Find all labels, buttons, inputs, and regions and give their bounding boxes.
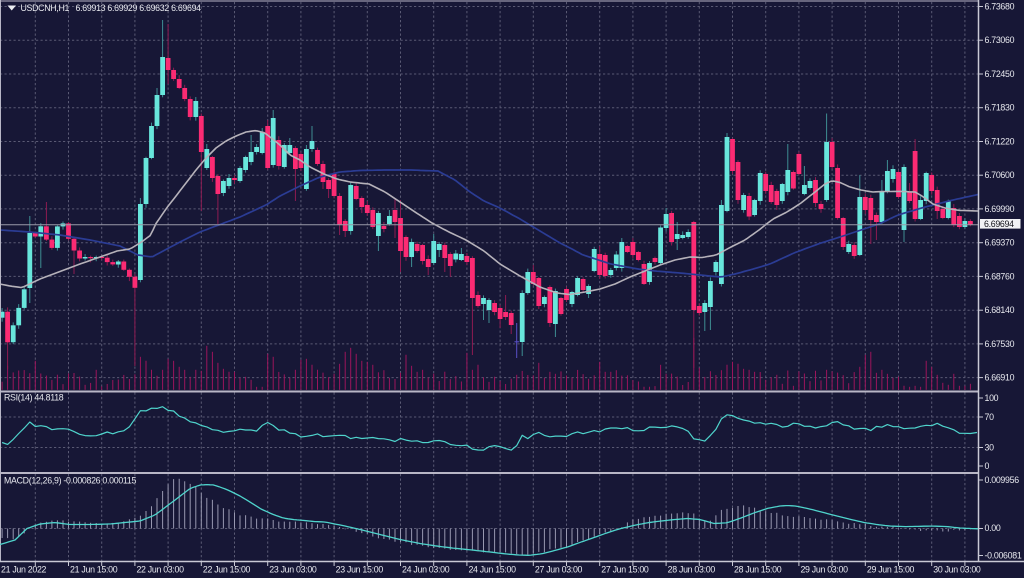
svg-text:100: 100 [985,393,999,403]
svg-text:6.73680: 6.73680 [985,2,1015,12]
svg-text:6.69990: 6.69990 [985,204,1015,214]
svg-text:30: 30 [985,443,995,453]
svg-text:28 Jun 15:00: 28 Jun 15:00 [734,565,782,575]
svg-text:6.69370: 6.69370 [985,238,1015,248]
svg-text:6.66910: 6.66910 [985,373,1015,383]
svg-text:24 Jun 15:00: 24 Jun 15:00 [468,565,516,575]
svg-text:6.69694: 6.69694 [984,219,1014,229]
svg-text:6.68140: 6.68140 [985,305,1015,315]
svg-text:28 Jun 03:00: 28 Jun 03:00 [668,565,716,575]
svg-text:22 Jun 15:00: 22 Jun 15:00 [203,565,251,575]
svg-text:29 Jun 15:00: 29 Jun 15:00 [867,565,915,575]
svg-text:27 Jun 15:00: 27 Jun 15:00 [601,565,649,575]
svg-text:6.73060: 6.73060 [985,35,1015,45]
svg-text:23 Jun 15:00: 23 Jun 15:00 [336,565,384,575]
svg-text:0: 0 [985,461,990,471]
svg-text:6.71220: 6.71220 [985,137,1015,147]
svg-text:6.67530: 6.67530 [985,339,1015,349]
svg-text:23 Jun 03:00: 23 Jun 03:00 [269,565,317,575]
svg-text:6.68760: 6.68760 [985,271,1015,281]
svg-text:-0.006081: -0.006081 [985,551,1022,561]
svg-text:21 Jun 2022: 21 Jun 2022 [1,565,47,575]
svg-text:6.72450: 6.72450 [985,69,1015,79]
svg-text:RSI(14) 44.8118: RSI(14) 44.8118 [4,393,64,403]
svg-text:USDCNH,H1 6.69913 6.69929 6.: USDCNH,H1 6.69913 6.69929 6.69632 6.6969… [21,3,202,13]
svg-text:70: 70 [985,412,995,422]
svg-text:6.71830: 6.71830 [985,103,1015,113]
svg-text:0.00: 0.00 [985,523,1001,533]
svg-text:30 Jun 03:00: 30 Jun 03:00 [933,565,981,575]
svg-text:0.009956: 0.009956 [985,475,1020,485]
svg-text:24 Jun 03:00: 24 Jun 03:00 [402,565,450,575]
svg-text:22 Jun 03:00: 22 Jun 03:00 [136,565,184,575]
svg-text:29 Jun 03:00: 29 Jun 03:00 [800,565,848,575]
svg-text:21 Jun 15:00: 21 Jun 15:00 [70,565,118,575]
svg-text:6.70600: 6.70600 [985,170,1015,180]
svg-text:27 Jun 03:00: 27 Jun 03:00 [535,565,583,575]
svg-text:MACD(12,26,9) -0.000826 0.0001: MACD(12,26,9) -0.000826 0.000115 [4,476,136,486]
